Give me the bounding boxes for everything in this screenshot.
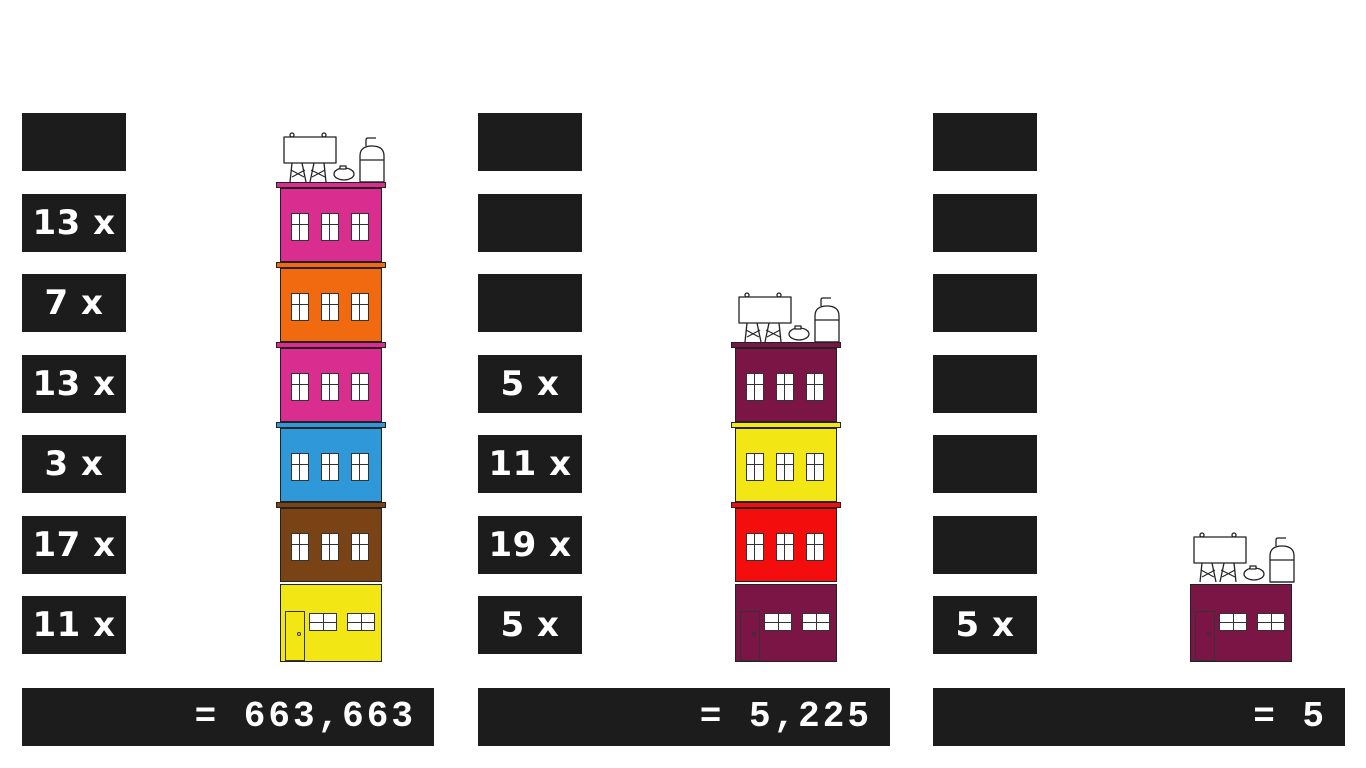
factor-label-2: [478, 194, 582, 252]
window-icon: [1257, 613, 1285, 631]
window-icon: [776, 373, 794, 401]
column-middle: 5 x 11 x 19 x 5 x = 5,225: [478, 0, 890, 768]
factor-label-4: 13 x: [22, 355, 126, 413]
window-icon: [291, 293, 309, 321]
window-icon: [291, 373, 309, 401]
door-icon: [285, 611, 305, 661]
floor-ledge: [276, 502, 386, 508]
window-icon: [309, 613, 337, 631]
window-icon: [321, 453, 339, 481]
factor-label-2: 13 x: [22, 194, 126, 252]
product-result: = 5,225: [478, 688, 890, 746]
window-icon: [291, 453, 309, 481]
window-icon: [764, 613, 792, 631]
window-icon: [347, 613, 375, 631]
factor-label-3: 7 x: [22, 274, 126, 332]
building: [1190, 532, 1295, 662]
floor-ledge: [276, 422, 386, 428]
building-floor: [731, 502, 841, 582]
window-icon: [291, 533, 309, 561]
ground-floor: [1190, 582, 1292, 662]
window-icon: [746, 533, 764, 561]
window-icon: [321, 213, 339, 241]
column-left: 13 x 7 x 13 x 3 x 17 x 11 x = 663,663: [22, 0, 434, 768]
factor-label-4: [933, 355, 1037, 413]
ground-floor: [280, 582, 382, 662]
door-icon: [740, 611, 760, 661]
window-icon: [806, 453, 824, 481]
product-result: = 663,663: [22, 688, 434, 746]
window-icon: [802, 613, 830, 631]
factor-label-3: [933, 274, 1037, 332]
building-floor: [276, 502, 386, 582]
building-floor: [731, 422, 841, 502]
window-icon: [351, 373, 369, 401]
window-icon: [321, 373, 339, 401]
building-floor: [276, 422, 386, 502]
window-icon: [746, 373, 764, 401]
building-floor: [276, 342, 386, 422]
factor-label-7: 11 x: [22, 596, 126, 654]
product-result: = 5: [933, 688, 1345, 746]
door-icon: [1195, 611, 1215, 661]
factor-label-4: 5 x: [478, 355, 582, 413]
factor-label-5: 11 x: [478, 435, 582, 493]
building-floor: [276, 262, 386, 342]
window-icon: [351, 533, 369, 561]
building: [731, 292, 841, 662]
rooftop-billboard-and-water-tank-icon: [280, 130, 392, 186]
window-icon: [351, 213, 369, 241]
window-icon: [321, 533, 339, 561]
factor-label-5: [933, 435, 1037, 493]
ground-floor: [735, 582, 837, 662]
building: [276, 132, 386, 662]
window-icon: [806, 533, 824, 561]
factor-label-7: 5 x: [933, 596, 1037, 654]
building-floor: [731, 342, 841, 422]
window-icon: [1219, 613, 1247, 631]
window-icon: [776, 453, 794, 481]
rooftop-billboard-and-water-tank-icon: [735, 290, 847, 346]
column-right: 5 x = 5: [933, 0, 1345, 768]
window-icon: [321, 293, 339, 321]
window-icon: [806, 373, 824, 401]
floor-ledge: [276, 342, 386, 348]
floor-ledge: [731, 502, 841, 508]
factor-label-5: 3 x: [22, 435, 126, 493]
floor-ledge: [731, 422, 841, 428]
factor-label-1: [933, 113, 1037, 171]
factor-label-7: 5 x: [478, 596, 582, 654]
window-icon: [291, 213, 309, 241]
factor-label-6: 17 x: [22, 516, 126, 574]
floor-ledge: [276, 262, 386, 268]
floor-ledge: [731, 342, 841, 348]
rooftop-billboard-and-water-tank-icon: [1190, 530, 1302, 586]
window-icon: [351, 293, 369, 321]
floor-ledge: [276, 182, 386, 188]
factor-label-1: [22, 113, 126, 171]
factor-label-2: [933, 194, 1037, 252]
window-icon: [776, 533, 794, 561]
factor-label-3: [478, 274, 582, 332]
factor-label-6: 19 x: [478, 516, 582, 574]
window-icon: [746, 453, 764, 481]
factor-label-1: [478, 113, 582, 171]
window-icon: [351, 453, 369, 481]
factor-label-6: [933, 516, 1037, 574]
building-floor: [276, 182, 386, 262]
